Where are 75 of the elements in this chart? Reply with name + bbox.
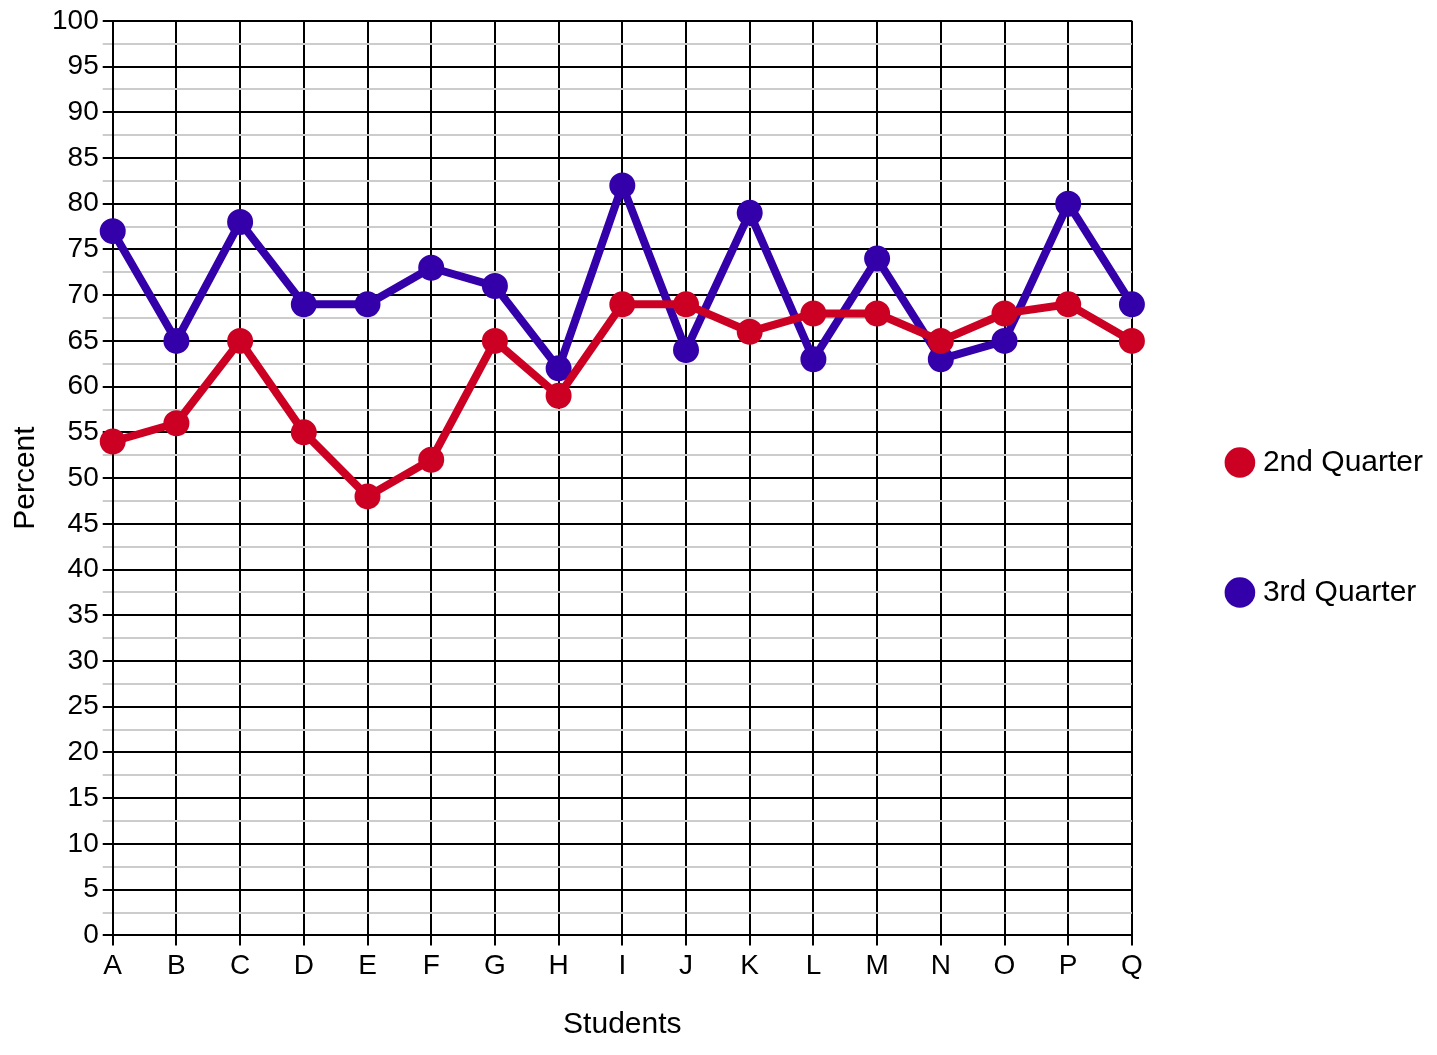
point [1118,327,1145,354]
point [1055,291,1082,318]
point [800,300,827,327]
x-tick-label: H [548,948,569,980]
point [163,410,190,437]
point [99,428,126,455]
y-tick-label: 90 [67,94,99,126]
point [481,327,508,354]
point [991,300,1018,327]
y-tick-label: 65 [67,323,99,355]
point [800,346,827,373]
y-tick-label: 20 [67,735,99,767]
y-tick-label: 50 [67,460,99,492]
point [609,172,636,199]
point [927,327,954,354]
x-tick-label: Q [1121,948,1143,980]
x-axis-title: Students [563,1006,682,1040]
y-tick-label: 30 [67,643,99,675]
point [609,291,636,318]
y-tick-label: 15 [67,780,99,812]
point [545,355,572,382]
point [1055,190,1082,217]
y-tick-label: 75 [67,232,99,264]
x-tick-label: E [358,948,377,980]
y-tick-label: 0 [83,918,99,950]
x-tick-label: G [484,948,506,980]
legend-label: 2nd Quarter [1262,443,1424,477]
y-tick-label: 40 [67,552,99,584]
y-tick-label: 85 [67,140,99,172]
y-tick-label: 25 [67,689,99,721]
point [1118,291,1145,318]
point [864,245,891,272]
point [673,337,700,364]
point [673,291,700,318]
y-tick-label: 45 [67,506,99,538]
point [163,327,190,354]
y-tick-label: 70 [67,277,99,309]
point [290,291,317,318]
x-tick-label: K [740,948,760,980]
point [991,327,1018,354]
y-tick-label: 55 [67,415,99,447]
point [736,199,763,226]
point [418,446,445,473]
x-tick-label: A [103,948,123,980]
point [227,327,254,354]
y-tick-label: 60 [67,369,99,401]
y-tick-label: 10 [67,826,99,858]
x-tick-label: P [1058,948,1078,980]
y-axis-title: Percent [7,425,41,530]
x-tick-label: O [993,948,1016,980]
point [227,209,254,236]
y-tick-label: 5 [83,872,99,904]
y-tick-label: 100 [52,3,99,35]
x-tick-label: F [422,948,440,980]
x-tick-label: D [293,948,314,980]
y-tick-label: 80 [67,186,99,218]
point [864,300,891,327]
x-tick-label: B [167,948,186,980]
point [354,291,381,318]
point [290,419,317,446]
y-tick-label: 95 [67,49,99,81]
point [354,483,381,510]
point [736,318,763,345]
legend-label: 3rd Quarter [1262,573,1417,607]
x-tick-label: J [679,948,694,980]
x-tick-label: N [930,948,951,980]
x-tick-label: C [230,948,251,980]
point [99,218,126,245]
x-tick-label: L [805,948,822,980]
y-tick-label: 35 [67,598,99,630]
x-tick-label: I [618,948,627,980]
point [545,382,572,409]
point [418,254,445,281]
x-tick-label: M [865,948,889,980]
point [481,273,508,300]
